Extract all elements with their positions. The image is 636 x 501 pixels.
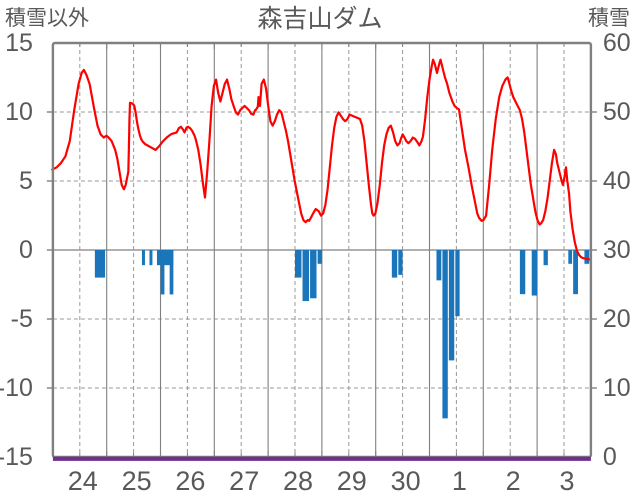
svg-text:15: 15 <box>5 29 33 57</box>
svg-text:28: 28 <box>283 466 313 496</box>
svg-text:25: 25 <box>122 466 152 496</box>
svg-text:30: 30 <box>603 236 631 264</box>
svg-text:積雪以外: 積雪以外 <box>5 2 89 32</box>
svg-text:-15: -15 <box>0 443 33 471</box>
svg-text:26: 26 <box>175 466 205 496</box>
svg-text:10: 10 <box>5 98 33 126</box>
svg-text:24: 24 <box>68 466 98 496</box>
svg-text:0: 0 <box>603 443 617 471</box>
svg-text:60: 60 <box>603 29 631 57</box>
svg-text:-5: -5 <box>11 305 33 333</box>
svg-text:-10: -10 <box>0 374 33 402</box>
svg-text:27: 27 <box>229 466 259 496</box>
svg-text:50: 50 <box>603 98 631 126</box>
svg-text:2: 2 <box>506 466 521 496</box>
svg-text:10: 10 <box>603 374 631 402</box>
svg-text:森吉山ダム: 森吉山ダム <box>257 0 382 35</box>
svg-text:5: 5 <box>19 167 33 195</box>
svg-text:0: 0 <box>19 236 33 264</box>
svg-text:29: 29 <box>337 466 367 496</box>
svg-text:積雪: 積雪 <box>588 2 630 32</box>
svg-text:1: 1 <box>452 466 467 496</box>
svg-text:3: 3 <box>559 466 574 496</box>
svg-text:40: 40 <box>603 167 631 195</box>
svg-text:20: 20 <box>603 305 631 333</box>
svg-text:30: 30 <box>391 466 421 496</box>
